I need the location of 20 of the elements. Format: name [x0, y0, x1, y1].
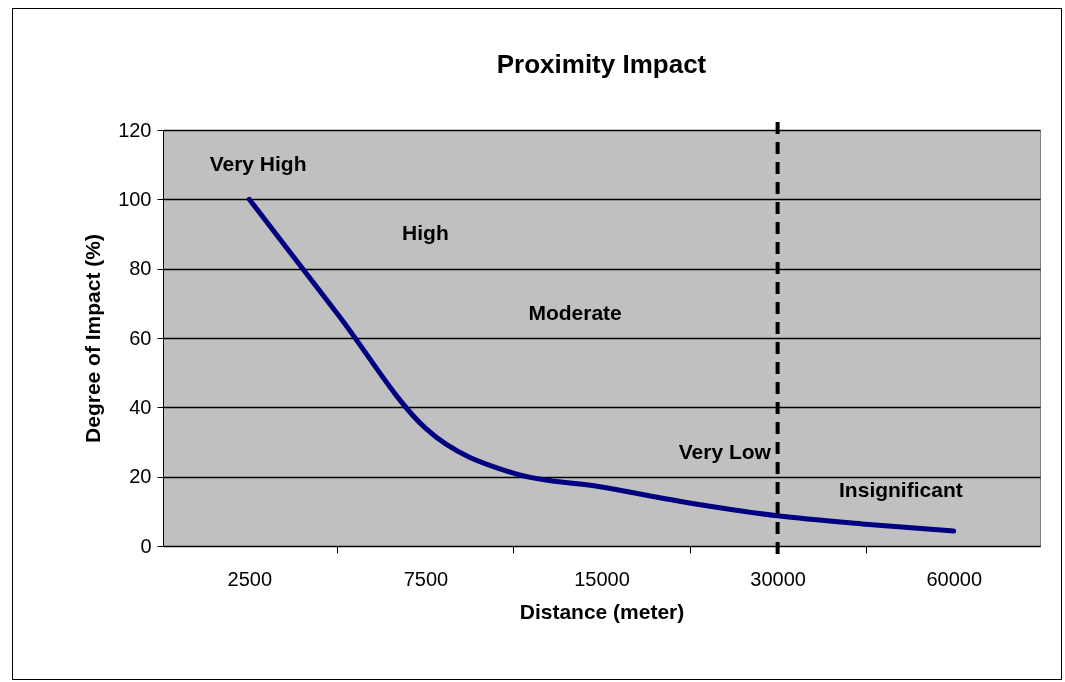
x-axis-title: Distance (meter)	[519, 599, 685, 623]
annotation: Very High	[209, 152, 307, 176]
y-tick-label: 100	[118, 187, 152, 210]
annotation: Insignificant	[839, 477, 963, 501]
y-tick-label: 120	[118, 118, 152, 141]
x-tick-label: 7500	[403, 567, 449, 590]
x-tick-label: 60000	[926, 567, 983, 590]
y-tick-label: 20	[129, 465, 152, 488]
x-tick-label: 15000	[574, 567, 630, 590]
y-tick-label: 80	[129, 257, 152, 280]
annotation: High	[402, 221, 449, 245]
y-tick-label: 60	[129, 326, 152, 349]
annotation: Very Low	[678, 439, 772, 463]
x-tick-label: 2500	[227, 567, 273, 590]
y-axis-title: Degree of Impact (%)	[81, 234, 105, 443]
annotation: Moderate	[528, 301, 622, 325]
chart-title: Proximity Impact	[496, 49, 707, 79]
y-tick-label: 40	[129, 395, 152, 418]
y-tick-label: 0	[140, 534, 152, 557]
x-tick-label: 30000	[750, 567, 806, 590]
